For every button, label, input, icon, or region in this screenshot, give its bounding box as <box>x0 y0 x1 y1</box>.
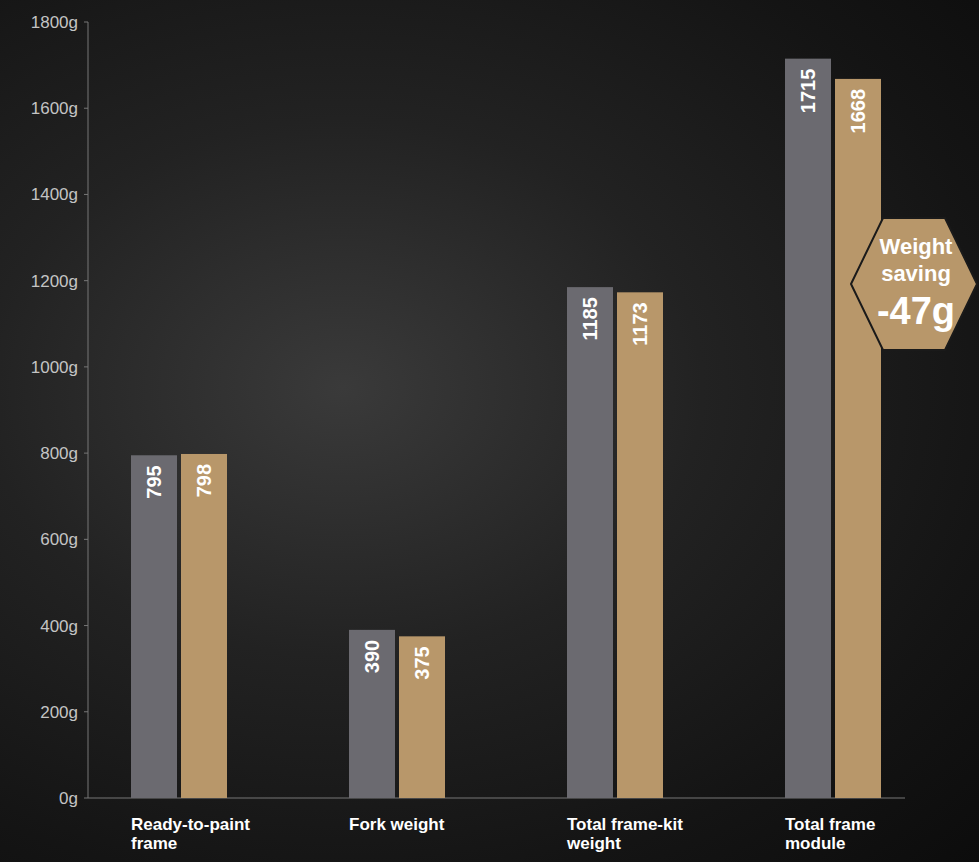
data-label: 795 <box>143 465 165 498</box>
bar <box>181 454 227 798</box>
bar <box>785 59 831 798</box>
x-tick-label: Ready-to-paint frame <box>131 815 259 853</box>
annotation-label: Weightsaving <box>880 234 954 286</box>
y-tick-label: 600g <box>40 530 78 549</box>
y-tick-label: 1600g <box>31 99 78 118</box>
chart-svg: 0g 200g 400g 600g 800g 1000g 1200g 1400g 1600g 18… <box>0 0 979 862</box>
bar <box>835 79 881 798</box>
bar <box>399 636 445 798</box>
y-tick-label: 400g <box>40 617 78 636</box>
bar <box>131 455 177 798</box>
annotation-value: -47g <box>877 290 955 332</box>
annotation-label-line: Weight <box>880 234 954 259</box>
y-tick-label: 1800g <box>31 13 78 32</box>
y-tick <box>84 453 88 454</box>
y-tick <box>84 108 88 109</box>
bars <box>131 59 881 798</box>
bar <box>349 630 395 798</box>
y-tick-label: 800g <box>40 444 78 463</box>
y-tick <box>84 366 88 367</box>
y-tick-label: 0g <box>59 789 78 808</box>
bar <box>567 287 613 798</box>
y-tick-label: 200g <box>40 703 78 722</box>
data-label: 390 <box>361 640 383 673</box>
y-tick <box>84 711 88 712</box>
annotation-label-line: saving <box>881 261 951 286</box>
data-labels: 795 798 390 375 1185 1173 1715 1668 <box>143 69 869 680</box>
x-tick-label: Total frame module <box>785 815 913 853</box>
y-tick <box>84 798 88 799</box>
data-label: 375 <box>411 646 433 679</box>
data-label: 1715 <box>797 69 819 114</box>
y-tick <box>84 280 88 281</box>
y-tick <box>84 22 88 23</box>
annotation-badge <box>851 218 977 350</box>
x-tick-label: Total frame-kit weight <box>567 815 695 853</box>
data-label: 798 <box>193 464 215 497</box>
y-tick-label: 1000g <box>31 358 78 377</box>
data-label: 1668 <box>847 89 869 134</box>
x-tick-label: Fork weight <box>349 815 477 834</box>
y-tick-label: 1200g <box>31 272 78 291</box>
y-tick <box>84 539 88 540</box>
chart-stage: 0g 200g 400g 600g 800g 1000g 1200g 1400g 1600g 18… <box>0 0 979 862</box>
data-label: 1185 <box>579 297 601 340</box>
y-tick <box>84 194 88 195</box>
y-axis-line <box>88 22 89 798</box>
y-tick-label: 1400g <box>31 185 78 204</box>
y-tick <box>84 625 88 626</box>
bar <box>617 292 663 798</box>
data-label: 1173 <box>629 302 651 345</box>
